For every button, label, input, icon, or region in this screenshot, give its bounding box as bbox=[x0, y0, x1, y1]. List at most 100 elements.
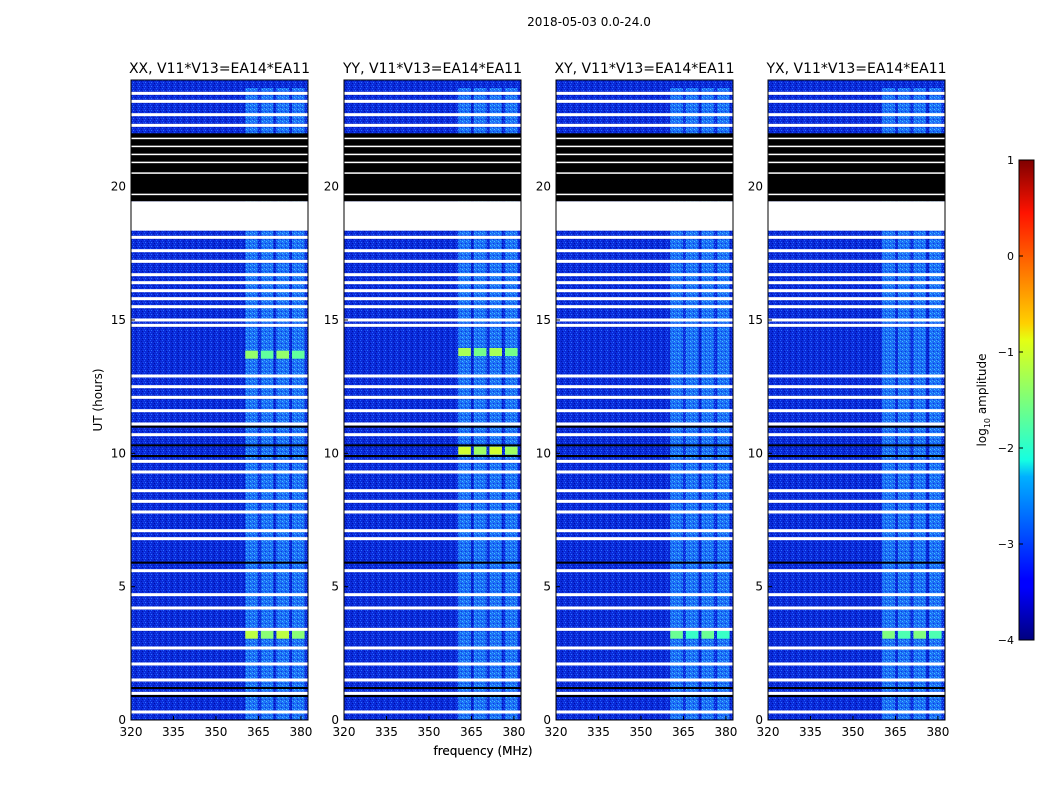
flagged-row-white bbox=[768, 145, 945, 148]
axes-frame bbox=[343, 79, 522, 721]
flagged-row-white bbox=[768, 691, 945, 695]
bright-patch bbox=[292, 350, 305, 359]
flagged-row-white bbox=[344, 323, 521, 327]
flagged-row-white bbox=[131, 249, 308, 253]
y-tick-label: 5 bbox=[118, 580, 126, 594]
flagged-row-white bbox=[131, 510, 308, 514]
y-tick-label: 0 bbox=[331, 713, 339, 727]
flagged-row-black bbox=[768, 425, 945, 428]
flagged-row-white bbox=[344, 395, 521, 399]
x-axis-label: frequency (MHz) bbox=[433, 744, 532, 758]
flagged-row-white bbox=[131, 99, 308, 103]
flagged-row-white bbox=[556, 395, 733, 399]
flagged-row-white bbox=[131, 289, 308, 293]
flagged-row-white bbox=[556, 137, 733, 140]
flagged-row-white bbox=[556, 499, 733, 503]
flagged-row-white bbox=[344, 259, 521, 263]
flagged-row-white bbox=[556, 123, 733, 127]
flagged-row-white bbox=[556, 422, 733, 426]
flagged-row-white bbox=[344, 318, 521, 322]
flagged-row-white bbox=[131, 710, 308, 714]
flagged-row-white bbox=[768, 249, 945, 253]
y-tick-label: 15 bbox=[748, 313, 763, 327]
panel-1: XX, V11*V13=EA14*EA11 320 335 350 365 380 0 5 10… bbox=[91, 61, 533, 758]
flagged-row-white bbox=[344, 646, 521, 650]
flagged-row-white bbox=[768, 137, 945, 140]
flagged-row-white bbox=[131, 529, 308, 533]
flagged-row-black bbox=[768, 695, 945, 697]
flagged-block-white bbox=[768, 201, 945, 231]
bright-patch bbox=[882, 630, 895, 639]
bright-patch bbox=[245, 630, 258, 639]
flagged-row-white bbox=[768, 259, 945, 263]
flagged-row-white bbox=[556, 385, 733, 389]
flagged-row-white bbox=[556, 289, 733, 293]
flagged-row-white bbox=[344, 137, 521, 140]
flagged-row-white bbox=[344, 281, 521, 285]
bright-patch bbox=[473, 348, 487, 356]
flagged-block-black bbox=[344, 133, 521, 202]
x-tick-label: 365 bbox=[247, 725, 270, 739]
flagged-row-white bbox=[344, 172, 521, 174]
x-tick-label: 335 bbox=[375, 725, 398, 739]
flagged-row-white bbox=[768, 422, 945, 426]
flagged-row-white bbox=[556, 113, 733, 117]
flagged-row-black bbox=[556, 455, 733, 457]
bright-patch bbox=[929, 630, 942, 639]
panel-4: YX, V11*V13=EA14*EA11 320 335 350 365 380 0 5 10… bbox=[748, 61, 950, 739]
flagged-row-white bbox=[131, 113, 308, 117]
flagged-row-white bbox=[556, 569, 733, 573]
flagged-row-white bbox=[344, 249, 521, 253]
bright-patch bbox=[685, 630, 699, 639]
bright-patch bbox=[260, 630, 274, 639]
flagged-row-white bbox=[556, 459, 733, 463]
flagged-row-white bbox=[131, 161, 308, 164]
flagged-row-white bbox=[131, 123, 308, 127]
flagged-row-white bbox=[131, 385, 308, 389]
axes-frame bbox=[130, 79, 309, 721]
flagged-row-white bbox=[556, 409, 733, 413]
flagged-row-white bbox=[344, 385, 521, 389]
flagged-row-white bbox=[131, 193, 308, 196]
flagged-row-white bbox=[768, 113, 945, 117]
flagged-row-white bbox=[556, 235, 733, 239]
flagged-row-black bbox=[344, 444, 521, 447]
flagged-row-white bbox=[131, 593, 308, 597]
flagged-row-white bbox=[344, 161, 521, 164]
flagged-row-white bbox=[131, 318, 308, 322]
flagged-row-white bbox=[768, 123, 945, 127]
y-tick-label: 20 bbox=[324, 180, 339, 194]
flagged-row-black bbox=[768, 455, 945, 457]
flagged-row-white bbox=[131, 172, 308, 174]
y-tick-label: 15 bbox=[324, 313, 339, 327]
flagged-block-white bbox=[556, 201, 733, 231]
flagged-row-black bbox=[768, 687, 945, 689]
bright-patch bbox=[505, 446, 518, 455]
flagged-row-white bbox=[556, 249, 733, 253]
flagged-row-white bbox=[344, 470, 521, 474]
y-tick-label: 0 bbox=[543, 713, 551, 727]
flagged-row-white bbox=[556, 606, 733, 610]
flagged-row-white bbox=[131, 662, 308, 666]
flagged-row-white bbox=[768, 395, 945, 399]
bright-patch bbox=[260, 350, 274, 359]
flagged-row-white bbox=[131, 259, 308, 263]
flagged-row-white bbox=[131, 235, 308, 239]
flagged-row-white bbox=[344, 662, 521, 666]
bright-patch bbox=[897, 630, 911, 639]
bright-patch bbox=[245, 350, 258, 359]
flagged-row-white bbox=[344, 691, 521, 695]
flagged-row-white bbox=[768, 273, 945, 277]
flagged-row-white bbox=[556, 510, 733, 514]
flagged-row-white bbox=[344, 510, 521, 514]
colorbar-gradient bbox=[1018, 159, 1035, 641]
flagged-row-black bbox=[556, 425, 733, 428]
flagged-row-white bbox=[768, 627, 945, 631]
x-tick-label: 365 bbox=[672, 725, 695, 739]
flagged-row-white bbox=[131, 537, 308, 541]
panel-title: XY, V11*V13=EA14*EA11 bbox=[554, 61, 734, 77]
flagged-row-white bbox=[131, 395, 308, 399]
flagged-row-white bbox=[556, 145, 733, 148]
x-tick-label: 350 bbox=[630, 725, 653, 739]
flagged-row-white bbox=[131, 422, 308, 426]
